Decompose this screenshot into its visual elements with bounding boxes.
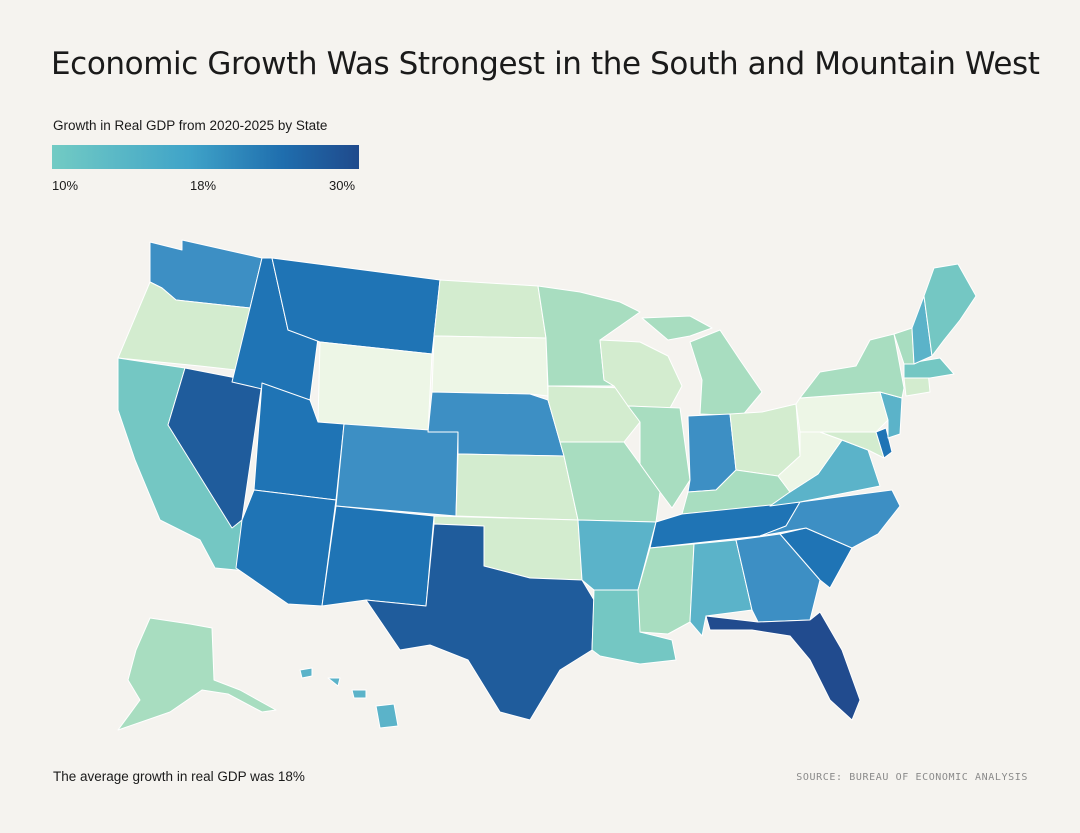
legend-tick-mid: 18% (190, 178, 217, 193)
state-kansas (455, 453, 579, 521)
legend-tick-max: 30% (329, 178, 356, 193)
state-colorado (335, 423, 459, 517)
legend-title: Growth in Real GDP from 2020-2025 by Sta… (53, 118, 328, 133)
state-south-dakota (431, 335, 549, 397)
state-wyoming (317, 341, 433, 433)
state-north-carolina (759, 489, 901, 549)
state-maryland (819, 431, 885, 459)
legend-color-bar (52, 145, 359, 169)
footnote: The average growth in real GDP was 18% (53, 769, 305, 784)
state-illinois (627, 405, 691, 509)
state-michigan (641, 315, 763, 417)
state-florida (705, 611, 861, 721)
legend-tick-min: 10% (52, 178, 79, 193)
state-missouri (559, 441, 661, 523)
state-maine (923, 263, 977, 357)
chart-title: Economic Growth Was Strongest in the Sou… (51, 46, 1040, 82)
state-new-mexico (321, 505, 435, 607)
state-alaska (117, 617, 277, 731)
state-hawaii (299, 667, 399, 729)
state-arizona (235, 489, 337, 607)
state-texas (365, 523, 595, 721)
state-delaware (875, 427, 893, 459)
state-new-york (799, 333, 905, 399)
state-north-dakota (433, 279, 547, 339)
state-pennsylvania (795, 391, 889, 433)
source-credit: SOURCE: BUREAU OF ECONOMIC ANALYSIS (796, 772, 1028, 783)
